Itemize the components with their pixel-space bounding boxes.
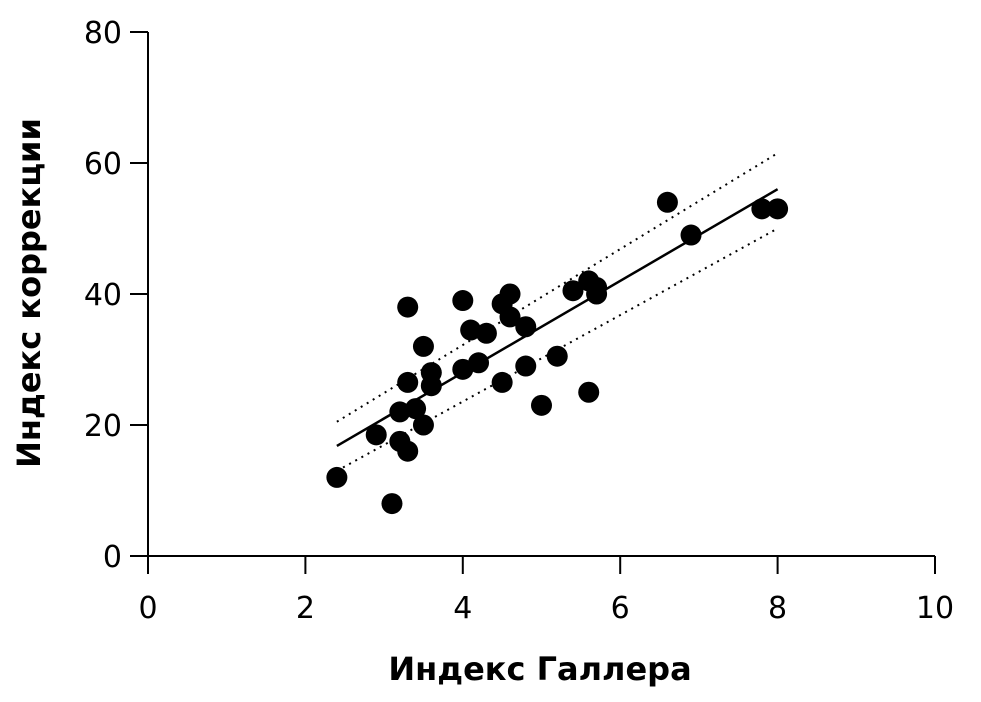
x-tick-label: 10 <box>916 591 954 626</box>
data-point <box>397 440 419 462</box>
data-point <box>412 335 434 357</box>
data-point <box>389 401 411 423</box>
x-tick-label: 2 <box>296 591 315 626</box>
data-point <box>656 191 678 213</box>
data-point <box>452 290 474 312</box>
data-point <box>381 493 403 515</box>
data-point <box>326 466 348 488</box>
data-point <box>452 358 474 380</box>
data-point <box>546 345 568 367</box>
data-point <box>499 306 521 328</box>
x-tick-label: 6 <box>611 591 630 626</box>
data-point <box>499 283 521 305</box>
y-tick-label: 20 <box>84 409 122 444</box>
y-tick-label: 60 <box>84 147 122 182</box>
ticks: 0 2 4 6 8 10 0 20 40 60 80 <box>84 16 954 626</box>
data-point <box>767 198 789 220</box>
x-tick-label: 8 <box>768 591 787 626</box>
data-point <box>515 316 537 338</box>
data-point <box>578 381 600 403</box>
y-tick-label: 80 <box>84 16 122 51</box>
x-tick-label: 4 <box>453 591 472 626</box>
data-point <box>491 371 513 393</box>
y-tick-label: 0 <box>103 540 122 575</box>
data-point <box>420 375 442 397</box>
data-point <box>531 394 552 416</box>
data-point <box>405 398 427 420</box>
data-point <box>475 322 497 344</box>
data-point <box>680 224 702 246</box>
axes <box>147 32 935 557</box>
y-axis-title: Индекс коррекции <box>10 118 48 468</box>
data-point <box>468 352 490 374</box>
y-tick-label: 40 <box>84 278 122 313</box>
data-point <box>586 283 608 305</box>
x-tick-label: 0 <box>138 591 157 626</box>
data-point <box>562 280 584 302</box>
data-points <box>326 191 789 515</box>
data-point <box>515 355 537 377</box>
data-point <box>412 414 434 436</box>
data-point <box>397 371 419 393</box>
data-point <box>460 319 482 341</box>
x-axis-title: Индекс Галлера <box>388 650 691 688</box>
data-point <box>365 424 387 446</box>
data-point <box>397 296 419 318</box>
data-point <box>751 198 773 220</box>
